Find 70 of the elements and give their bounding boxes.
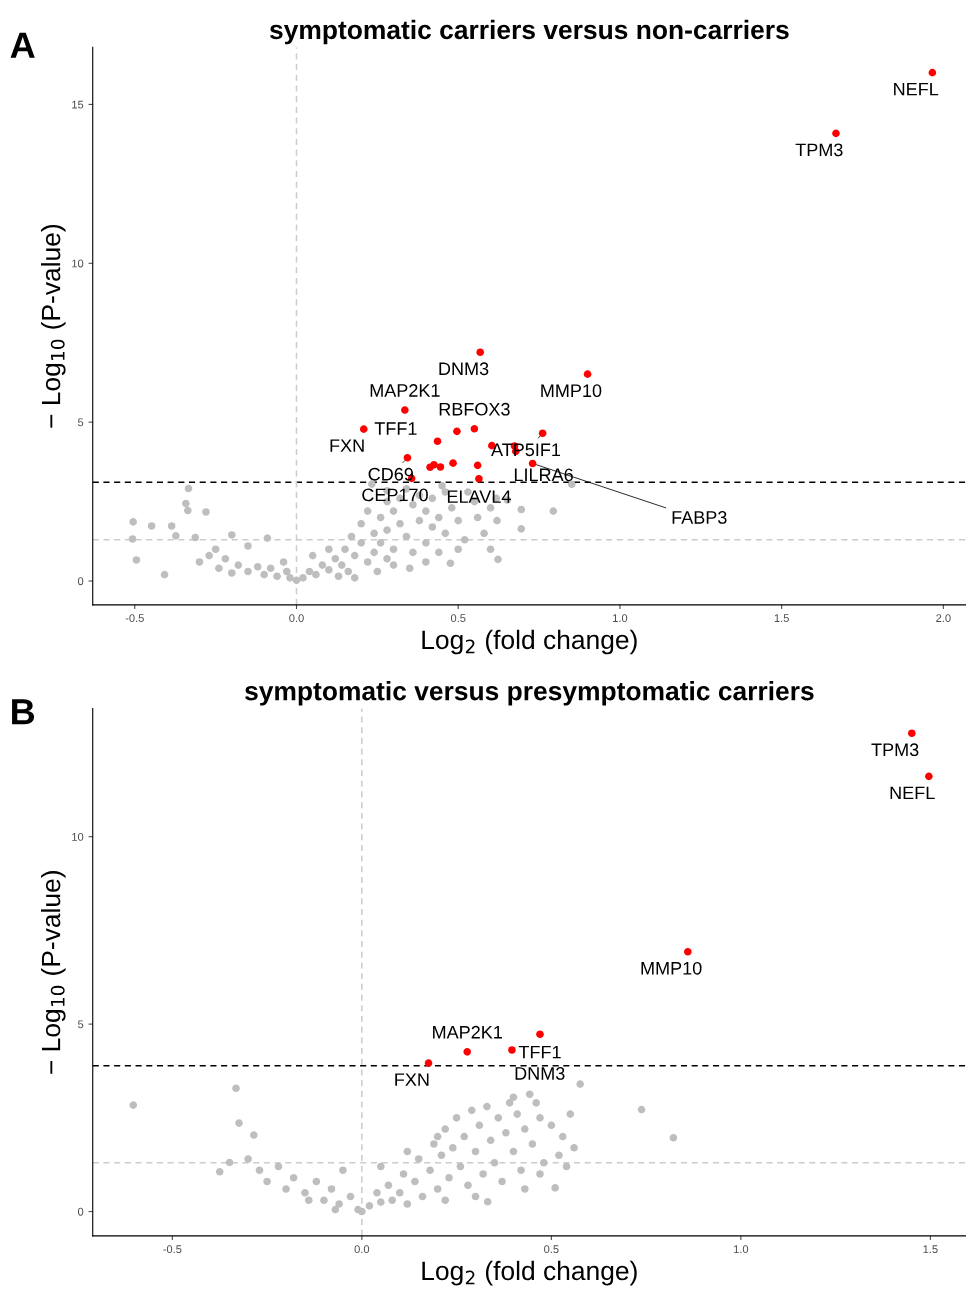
point: [436, 463, 445, 471]
point: [476, 348, 485, 357]
x-axis-title: Log$_{2}$ (fold change): [422, 1260, 637, 1286]
annotation: RBFOX3: [439, 402, 510, 416]
annotation: MMP10: [541, 384, 602, 398]
y-tick-label: 10: [72, 259, 84, 268]
annotation: LILRA6: [514, 468, 573, 482]
x-tick-label: 1.0: [733, 1245, 749, 1254]
point: [683, 947, 692, 956]
y-tick-label: 0: [77, 577, 84, 586]
point: [928, 68, 937, 77]
annotation: TFF1: [518, 1045, 561, 1059]
annotation: FABP3: [672, 511, 727, 524]
annotation: CD69: [368, 467, 413, 481]
point: [403, 453, 412, 462]
y-tick-label: 10: [72, 832, 84, 841]
point: [401, 406, 409, 414]
y-axis-title: − Log$_{10}$ (P-value): [40, 871, 66, 1074]
y-tick-label: 5: [77, 1020, 84, 1029]
x-tick-label: 0.0: [354, 1245, 370, 1254]
annotation: DNM3: [515, 1067, 565, 1080]
x-tick-label: -0.5: [163, 1245, 182, 1254]
chart-title: symptomatic carriers versus non-carriers: [269, 19, 789, 45]
point: [538, 429, 547, 438]
annotation: ELAVL4: [447, 490, 511, 503]
x-tick-label: 1.5: [923, 1245, 938, 1254]
point: [908, 729, 916, 738]
annotation: DNM3: [439, 362, 489, 376]
text: B: [12, 699, 35, 725]
y-axis-title: − Log$_{10}$ (P-value): [40, 224, 66, 428]
annotation: TPM3: [871, 743, 919, 757]
chart-title: symptomatic versus presymptomatic carriers: [245, 681, 814, 706]
annotation: MMP10: [641, 961, 702, 975]
y-tick-label: 15: [72, 100, 84, 109]
point: [832, 129, 840, 138]
y-tick-label: 5: [77, 418, 84, 427]
point: [583, 370, 592, 378]
x-tick-label: -0.5: [125, 614, 144, 623]
point: [430, 460, 438, 469]
annotation: MAP2K1: [433, 1025, 502, 1039]
x-axis-title: Log$_{2}$ (fold change): [422, 629, 637, 655]
point: [473, 461, 482, 470]
annotation: TPM3: [795, 143, 843, 157]
annotation: NEFL: [894, 82, 939, 96]
point: [475, 474, 483, 483]
point: [453, 427, 461, 436]
x-tick-label: 1.5: [774, 614, 789, 623]
annotation: FXN: [330, 439, 364, 452]
annotation: FXN: [395, 1073, 429, 1086]
x-tick-label: 0.5: [450, 614, 466, 623]
text: A: [10, 32, 35, 58]
point: [925, 772, 933, 781]
point: [449, 459, 457, 467]
point: [536, 1030, 544, 1039]
point: [433, 437, 442, 446]
x-tick-label: 1.0: [613, 614, 628, 623]
point: [463, 1048, 472, 1056]
x-tick-label: 0.5: [544, 1245, 559, 1254]
annotation: TFF1: [374, 422, 417, 435]
point: [508, 1046, 516, 1054]
x-tick-label: 2.0: [936, 614, 951, 623]
point: [470, 425, 479, 433]
annotation: CEP170: [362, 488, 428, 502]
annotation: MAP2K1: [370, 384, 440, 397]
annotation: NEFL: [890, 786, 935, 800]
y-tick-label: 0: [77, 1207, 84, 1216]
point: [424, 1059, 433, 1067]
x-tick-label: 0.0: [289, 614, 304, 623]
point: [359, 425, 368, 433]
point: [528, 459, 537, 468]
